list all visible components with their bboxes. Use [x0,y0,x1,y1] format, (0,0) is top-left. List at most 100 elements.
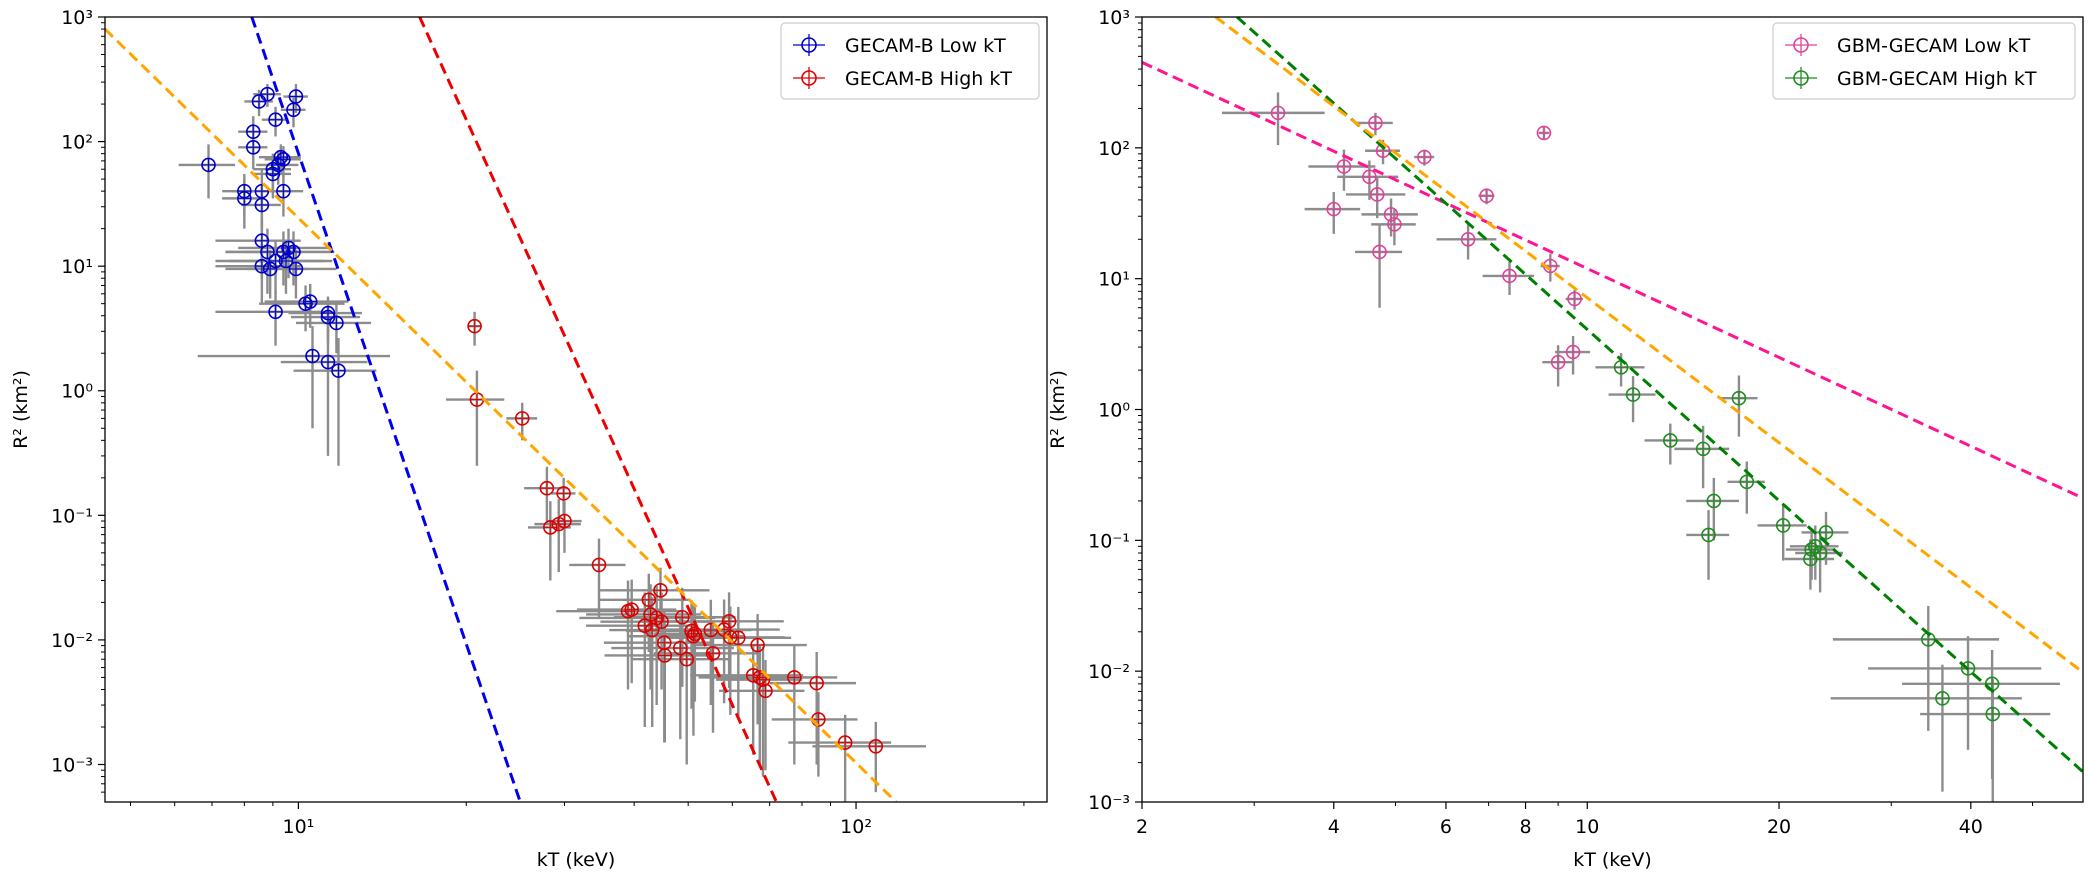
data-point [268,304,283,320]
data-point [270,157,286,173]
data-point [543,520,558,535]
data-point [1775,518,1791,533]
data-point [1706,493,1722,509]
data-point [1625,387,1641,402]
legend: GECAM-B Low kT GECAM-B High kT [780,22,1040,100]
data-point [1739,474,1755,490]
series-low-kt [178,83,391,466]
x-tick-label: 8 [1519,816,1531,838]
x-tick-label: 2 [1136,816,1148,838]
data-point [656,635,672,650]
data-point [1536,125,1552,141]
data-point [201,157,216,173]
legend-label: GECAM-B Low kT [845,35,1006,57]
data-point [329,315,344,331]
y-tick-label: 10¹ [61,256,93,278]
data-point [1270,105,1286,121]
legend-box [780,22,1040,100]
data-point [674,609,690,625]
data-point [1695,441,1711,457]
fit-line-combined [1214,17,2083,674]
x-tick-label: 4 [1328,816,1340,838]
legend-entry: GECAM-B Low kT [793,34,1006,57]
data-point [1812,545,1828,561]
y-tick-label: 10² [1098,138,1130,160]
x-tick-label: 10² [840,816,872,838]
data-point [1567,291,1582,307]
data-point [637,618,653,634]
data-point [1502,268,1517,284]
data-point [539,480,555,496]
y-tick-label: 10⁰ [1098,400,1130,422]
legend-box [1772,22,2076,100]
plot-area [105,17,927,802]
legend-label: GBM-GECAM Low kT [1837,35,2031,57]
data-point [721,614,737,629]
x-axis-label: kT (keV) [537,849,616,871]
data-point [320,354,336,370]
legend-marker [801,70,817,86]
data-point [679,651,695,667]
data-point [657,648,673,663]
data-point [305,348,320,364]
data-point [641,592,657,608]
data-point [654,614,669,630]
x-tick-label: 40 [1959,816,1983,838]
data-point [286,102,301,118]
data-point [1663,433,1678,448]
data-point [514,411,530,426]
data-point [837,735,853,750]
data-point [752,670,768,685]
data-point [1818,525,1834,540]
data-point [276,152,291,167]
data-point [1935,691,1950,706]
x-tick-label: 6 [1440,816,1452,838]
data-point [557,513,572,529]
data-point [469,392,485,407]
data-point [868,738,884,754]
data-point [288,261,304,277]
y-tick-label: 10⁻¹ [51,505,93,527]
plot-area [1142,17,2083,802]
y-tick-label: 10⁰ [61,381,93,403]
legend-label: GBM-GECAM High kT [1837,68,2037,90]
data-point [1804,542,1819,557]
data-point [262,261,278,277]
y-tick-label: 10¹ [1098,269,1130,291]
legend-marker [1793,37,1809,53]
data-point [1417,149,1432,165]
data-point [245,124,261,140]
data-point [1362,169,1377,185]
data-point [731,630,746,646]
data-point [1387,217,1402,232]
legend-entry: GECAM-B High kT [793,67,1012,90]
data-point [251,94,267,109]
fit-line-high [418,17,778,802]
fit-line-combined [105,28,898,802]
data-point [1701,527,1716,543]
data-point [288,89,304,104]
data-point [787,670,802,685]
data-point [1731,390,1747,406]
data-point [260,244,275,260]
data-point [750,637,765,653]
y-tick-label: 10² [61,132,93,154]
legend-entry: GBM-GECAM Low kT [1785,34,2031,57]
legend-label: GECAM-B High kT [845,68,1012,90]
x-axis-label: kT (keV) [1573,849,1652,871]
data-point [254,233,270,249]
legend-marker [801,37,817,53]
data-point [1550,354,1566,370]
data-point [687,626,703,642]
data-point [1985,706,2001,722]
x-tick-label: 10 [1575,816,1599,838]
y-axis-label: R² (km²) [1047,370,1069,449]
series-low-kt [1221,92,1591,387]
data-point [254,197,270,213]
series-high-kt [446,311,927,802]
legend-marker [1793,70,1809,86]
data-point [1368,115,1383,131]
legend-entry: GBM-GECAM High kT [1785,67,2037,90]
y-tick-label: 10⁻² [1088,661,1130,683]
axes-frame [104,16,1048,803]
